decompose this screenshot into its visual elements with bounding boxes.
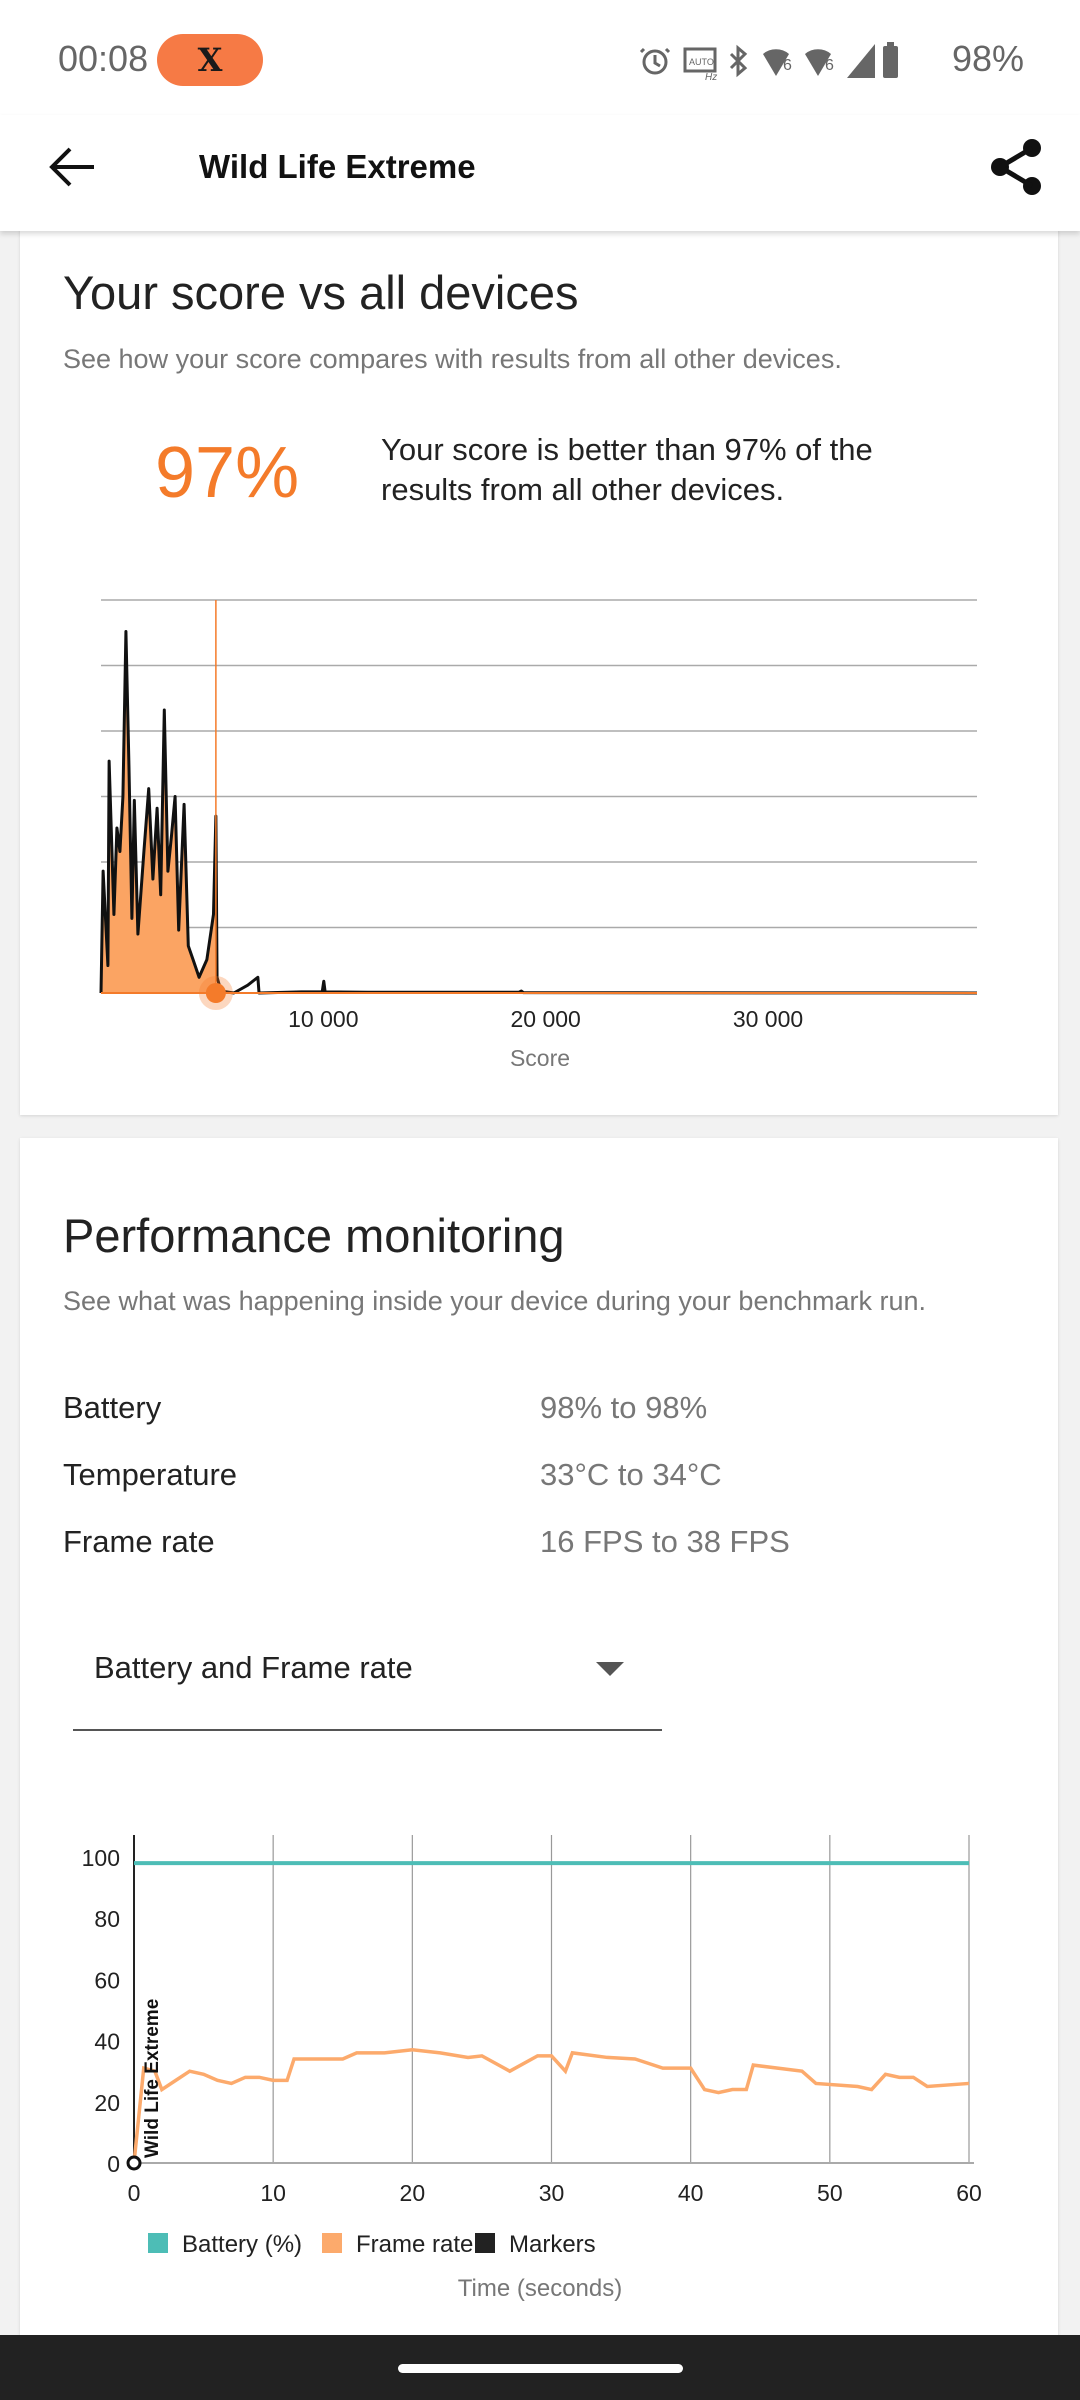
percentile-description-line1: Your score is better than 97% of the	[381, 432, 873, 467]
y-tick-label: 40	[94, 2029, 120, 2055]
performance-chart: 0 10 20 30 40 50 60 0 20 40 60 80 100 Wild Life Extre…	[82, 1835, 982, 2302]
x-tick-label: 30 000	[733, 1006, 803, 1032]
y-tick-label: 80	[94, 1906, 120, 1932]
legend-swatch	[148, 2233, 168, 2253]
svg-text:Hz: Hz	[705, 72, 717, 82]
score-distribution-chart: 10 000 20 000 30 000 Score	[99, 599, 978, 1071]
home-gesture-handle[interactable]	[398, 2364, 683, 2373]
x-axis-title: Score	[510, 1045, 570, 1071]
svg-text:6: 6	[783, 57, 792, 74]
y-tick-label: 60	[94, 1967, 120, 1993]
x-tick-label: 40	[678, 2180, 704, 2206]
arrow-left-icon[interactable]	[46, 145, 98, 189]
x-tick-label: 50	[817, 2180, 843, 2206]
page-title: Wild Life Extreme	[199, 148, 476, 185]
marker-point	[126, 2155, 142, 2171]
battery-value: 98% to 98%	[540, 1390, 708, 1425]
area-below-score	[101, 631, 216, 993]
caret-down-icon[interactable]	[594, 1660, 626, 1678]
your-score-marker	[205, 983, 226, 1003]
percentile-value: 97%	[155, 433, 300, 513]
series-line-frame-rate	[132, 2048, 970, 2164]
x-tick-label: 20 000	[510, 1006, 580, 1032]
share-icon[interactable]	[988, 138, 1044, 196]
x-tick-label: 0	[128, 2180, 141, 2206]
dropdown-underline	[73, 1729, 662, 1731]
bluetooth-icon	[729, 44, 748, 78]
marker-label: Wild Life Extreme	[142, 1999, 163, 2158]
status-icons: AUTO Hz 6 6	[639, 42, 898, 82]
legend-label: Markers	[509, 2231, 596, 2258]
app-notification-badge: X	[157, 34, 263, 86]
status-time: 00:08	[58, 38, 149, 79]
frame-rate-value: 16 FPS to 38 FPS	[540, 1524, 790, 1559]
score-card-heading: Your score vs all devices	[63, 266, 579, 319]
dropdown-selected-value: Battery and Frame rate	[94, 1650, 413, 1685]
distribution-line	[99, 629, 978, 995]
performance-subtitle: See what was happening inside your devic…	[63, 1286, 927, 1316]
x-tick-label: 10 000	[288, 1006, 358, 1032]
x-tick-label: 60	[956, 2180, 982, 2206]
wifi-6-icon: 6	[805, 49, 834, 76]
percentile-description-line2: results from all other devices.	[381, 472, 785, 507]
x-tick-label: 30	[539, 2180, 565, 2206]
legend-swatch	[322, 2233, 342, 2253]
legend-label: Frame rate	[356, 2231, 473, 2258]
app-bar	[0, 115, 1080, 231]
battery-percentage: 98%	[952, 38, 1025, 79]
wifi-6-icon: 6	[763, 49, 792, 76]
battery-icon	[883, 42, 898, 78]
y-tick-label: 100	[82, 1845, 120, 1871]
svg-text:6: 6	[825, 57, 834, 74]
battery-label: Battery	[63, 1390, 162, 1425]
x-tick-label: 20	[400, 2180, 426, 2206]
cell-signal-icon	[847, 44, 875, 78]
y-tick-label: 20	[94, 2090, 120, 2116]
performance-monitoring-card	[20, 1138, 1058, 2338]
auto-hz-icon: AUTO Hz	[683, 47, 717, 82]
frame-rate-label: Frame rate	[63, 1524, 215, 1559]
x-axis-title: Time (seconds)	[458, 2275, 622, 2302]
performance-heading: Performance monitoring	[63, 1209, 565, 1262]
y-tick-label: 0	[107, 2151, 120, 2177]
temperature-value: 33°C to 34°C	[540, 1457, 722, 1492]
legend-label: Battery (%)	[182, 2231, 302, 2258]
svg-text:AUTO: AUTO	[689, 57, 714, 67]
temperature-label: Temperature	[63, 1457, 238, 1492]
score-card-subtitle: See how your score compares with results…	[63, 344, 842, 374]
x-tick-label: 10	[260, 2180, 286, 2206]
legend-swatch	[475, 2233, 495, 2253]
alarm-icon	[639, 47, 671, 75]
